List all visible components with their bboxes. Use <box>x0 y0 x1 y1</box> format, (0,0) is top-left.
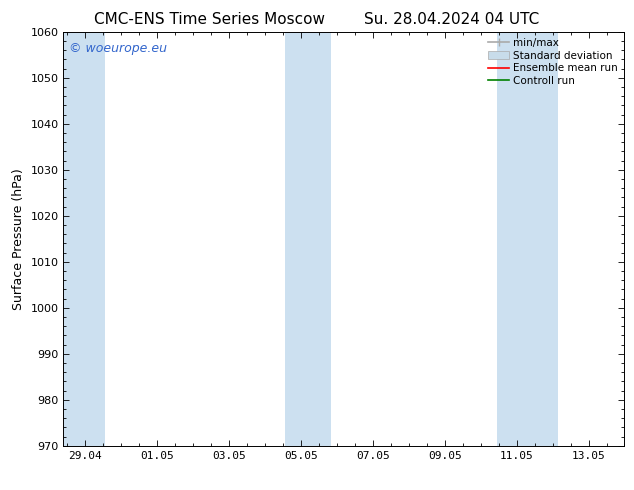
Bar <box>497 32 558 446</box>
Legend: min/max, Standard deviation, Ensemble mean run, Controll run: min/max, Standard deviation, Ensemble me… <box>484 34 623 90</box>
Bar <box>63 32 105 446</box>
Text: CMC-ENS Time Series Moscow        Su. 28.04.2024 04 UTC: CMC-ENS Time Series Moscow Su. 28.04.202… <box>94 12 540 27</box>
Text: © woeurope.eu: © woeurope.eu <box>69 42 167 55</box>
Bar <box>285 32 332 446</box>
Y-axis label: Surface Pressure (hPa): Surface Pressure (hPa) <box>12 168 25 310</box>
